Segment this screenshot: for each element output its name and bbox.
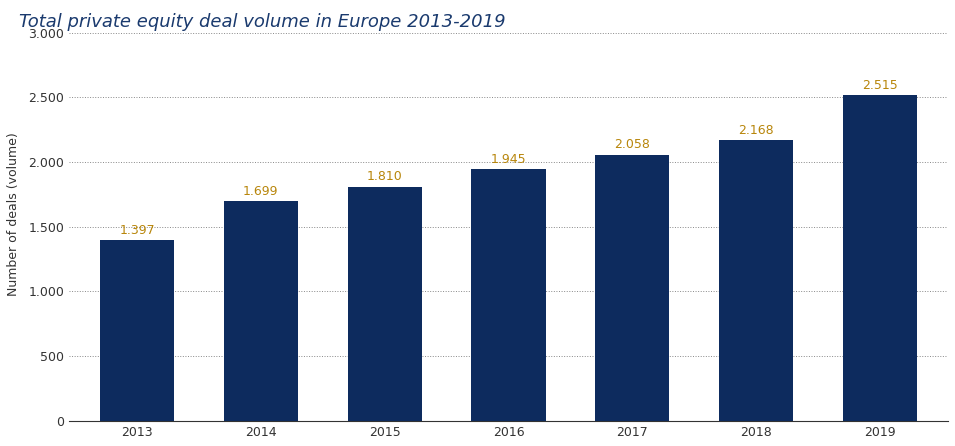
Text: 1.397: 1.397 [119,224,155,237]
Text: 1.810: 1.810 [367,170,403,183]
Bar [843,95,917,421]
Bar [223,201,298,421]
Y-axis label: Number of deals (volume): Number of deals (volume) [7,132,20,296]
Bar [348,186,422,421]
Bar [100,240,174,421]
Text: 2.168: 2.168 [738,124,774,137]
Bar [595,154,669,421]
Text: 1.699: 1.699 [244,185,279,198]
Text: 1.945: 1.945 [491,153,526,166]
Text: Total private equity deal volume in Europe 2013-2019: Total private equity deal volume in Euro… [19,13,506,31]
Bar [719,140,794,421]
Text: 2.515: 2.515 [862,79,898,92]
Bar [472,169,545,421]
Text: 2.058: 2.058 [614,138,650,151]
